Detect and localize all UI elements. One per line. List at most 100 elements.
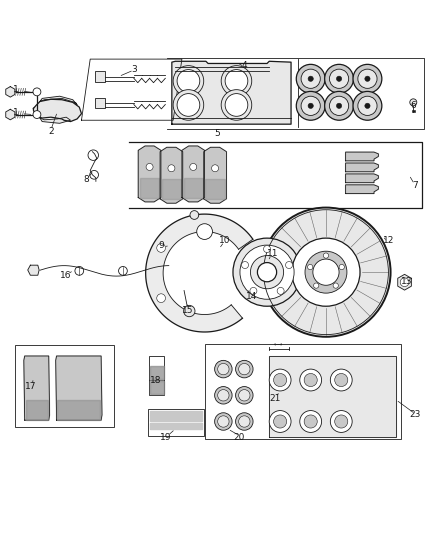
Text: 18: 18 xyxy=(150,376,162,384)
Circle shape xyxy=(218,416,229,427)
Polygon shape xyxy=(346,163,378,172)
Circle shape xyxy=(241,262,248,269)
Text: 21: 21 xyxy=(269,394,281,403)
Text: ←→: ←→ xyxy=(274,341,283,346)
Polygon shape xyxy=(269,356,396,437)
Circle shape xyxy=(173,90,204,120)
Bar xyxy=(95,98,106,108)
Polygon shape xyxy=(184,178,203,198)
Polygon shape xyxy=(150,423,202,429)
Circle shape xyxy=(296,92,325,120)
Text: 3: 3 xyxy=(131,64,137,74)
Polygon shape xyxy=(6,87,15,97)
Circle shape xyxy=(190,211,199,220)
Circle shape xyxy=(250,287,257,294)
Polygon shape xyxy=(138,146,161,202)
Text: 13: 13 xyxy=(401,277,413,286)
Circle shape xyxy=(215,386,232,404)
Circle shape xyxy=(236,413,253,430)
Circle shape xyxy=(308,103,313,108)
Circle shape xyxy=(300,410,321,432)
Circle shape xyxy=(215,360,232,378)
Circle shape xyxy=(339,264,344,270)
Text: 9: 9 xyxy=(159,241,164,250)
Circle shape xyxy=(301,96,320,116)
Circle shape xyxy=(215,413,232,430)
Text: 6: 6 xyxy=(410,101,416,110)
Circle shape xyxy=(333,283,338,288)
Circle shape xyxy=(269,369,291,391)
Text: 10: 10 xyxy=(219,236,230,245)
Text: 7: 7 xyxy=(413,181,418,190)
Circle shape xyxy=(314,283,319,288)
Circle shape xyxy=(190,164,197,171)
Polygon shape xyxy=(172,61,291,124)
Polygon shape xyxy=(6,109,15,120)
Bar xyxy=(148,409,204,436)
Circle shape xyxy=(274,374,287,386)
Text: 15: 15 xyxy=(182,305,193,314)
Polygon shape xyxy=(57,400,100,420)
Circle shape xyxy=(325,92,353,120)
Text: 11: 11 xyxy=(266,249,278,258)
Bar xyxy=(412,110,415,111)
Bar xyxy=(205,344,401,439)
Polygon shape xyxy=(150,411,202,415)
Circle shape xyxy=(305,251,347,293)
Circle shape xyxy=(168,165,175,172)
Circle shape xyxy=(218,364,229,375)
Circle shape xyxy=(239,364,250,375)
Circle shape xyxy=(365,103,370,108)
Text: 1: 1 xyxy=(13,108,19,117)
Text: 19: 19 xyxy=(160,433,172,442)
Polygon shape xyxy=(40,117,71,123)
Text: 1: 1 xyxy=(13,85,19,94)
Circle shape xyxy=(177,70,200,92)
Circle shape xyxy=(184,305,195,317)
Circle shape xyxy=(33,111,41,118)
Circle shape xyxy=(277,287,284,294)
Circle shape xyxy=(240,245,294,299)
Circle shape xyxy=(212,165,219,172)
Text: 17: 17 xyxy=(25,382,36,391)
Circle shape xyxy=(274,415,287,428)
Circle shape xyxy=(325,64,353,93)
Text: 12: 12 xyxy=(383,236,394,245)
Polygon shape xyxy=(56,356,102,420)
Circle shape xyxy=(233,238,301,306)
Polygon shape xyxy=(346,152,378,161)
Polygon shape xyxy=(346,174,378,183)
Circle shape xyxy=(330,410,352,432)
Circle shape xyxy=(33,88,41,96)
Bar xyxy=(149,356,164,395)
Polygon shape xyxy=(150,381,163,394)
Circle shape xyxy=(353,64,382,93)
Text: 5: 5 xyxy=(214,129,220,138)
Circle shape xyxy=(307,264,313,270)
Circle shape xyxy=(330,369,352,391)
Circle shape xyxy=(218,390,229,401)
Circle shape xyxy=(221,66,252,96)
Circle shape xyxy=(365,76,370,82)
Text: 14: 14 xyxy=(246,292,258,301)
Polygon shape xyxy=(205,179,225,199)
Circle shape xyxy=(177,94,200,116)
Circle shape xyxy=(264,246,271,253)
Circle shape xyxy=(336,76,342,82)
Circle shape xyxy=(258,263,277,282)
Polygon shape xyxy=(162,179,181,199)
Circle shape xyxy=(323,253,328,258)
Polygon shape xyxy=(140,178,159,198)
Circle shape xyxy=(236,386,253,404)
Circle shape xyxy=(300,369,321,391)
Circle shape xyxy=(335,415,348,428)
Circle shape xyxy=(251,256,284,289)
Polygon shape xyxy=(150,415,202,422)
Polygon shape xyxy=(204,147,226,203)
Polygon shape xyxy=(150,366,163,379)
Circle shape xyxy=(313,259,339,285)
Circle shape xyxy=(221,90,252,120)
Circle shape xyxy=(286,262,293,269)
Circle shape xyxy=(197,224,212,239)
Polygon shape xyxy=(28,265,39,275)
